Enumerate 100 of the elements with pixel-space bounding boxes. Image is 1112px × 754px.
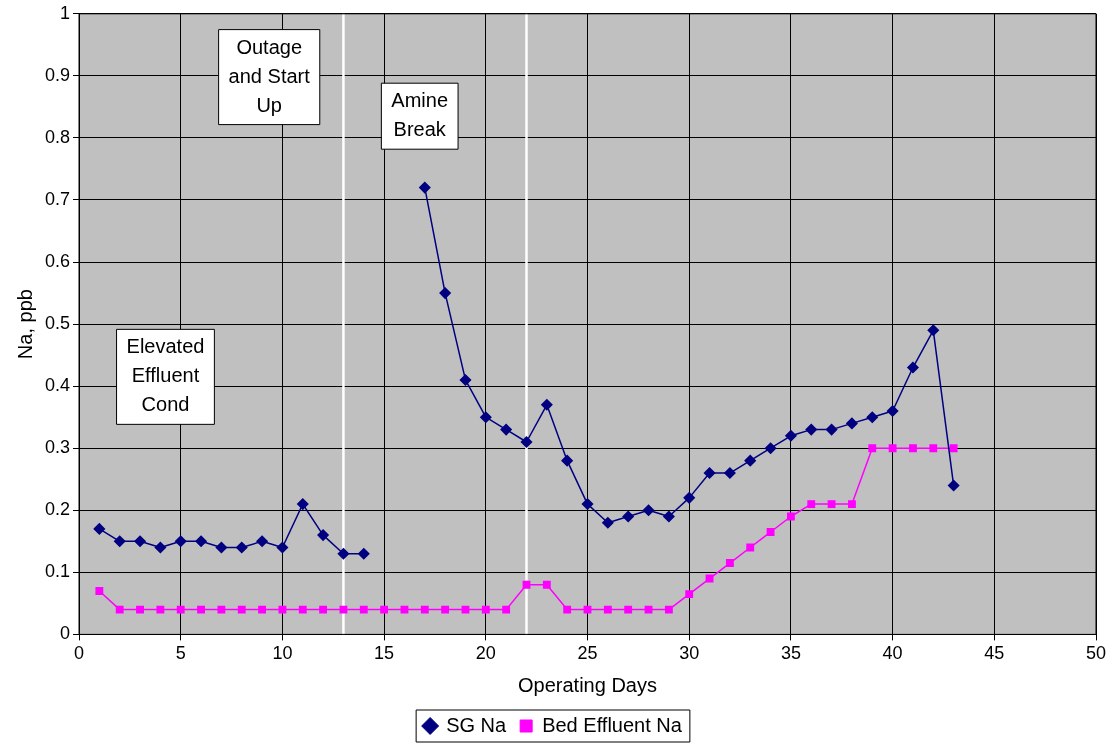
point	[744, 454, 756, 467]
point	[115, 605, 124, 614]
point	[725, 559, 734, 567]
point	[764, 442, 777, 454]
point	[217, 605, 226, 614]
point	[522, 580, 531, 589]
annotation: Elevated Effluent Cond	[126, 335, 205, 416]
point	[807, 500, 816, 509]
y-tick-label: 0.2	[44, 499, 71, 520]
point	[909, 444, 917, 453]
point	[154, 541, 167, 554]
y-tick-label: 0.7	[44, 188, 71, 209]
point	[561, 454, 573, 467]
point	[256, 535, 268, 548]
point	[642, 504, 655, 517]
point	[868, 444, 877, 453]
point	[664, 605, 673, 614]
point	[93, 523, 106, 535]
point	[400, 605, 409, 614]
point	[95, 587, 104, 595]
point	[541, 399, 553, 411]
point	[358, 547, 370, 560]
x-tick-label: 0	[74, 643, 85, 664]
point	[258, 605, 267, 614]
point	[583, 605, 592, 614]
y-tick-label: 0.3	[44, 437, 71, 458]
x-tick-label: 5	[175, 643, 186, 664]
point	[197, 605, 205, 614]
point	[461, 605, 470, 614]
point	[113, 535, 126, 548]
y-tick-label: 0.9	[44, 64, 71, 85]
y-tick-label: 0.6	[44, 251, 71, 272]
annotation: Outage and Start Up	[228, 35, 311, 116]
y-tick-label: 0.8	[44, 126, 71, 147]
point	[805, 423, 817, 436]
point	[886, 405, 899, 417]
point	[174, 535, 187, 548]
x-tick-label: 30	[679, 643, 700, 664]
point	[278, 605, 287, 614]
x-tick-label: 15	[374, 643, 395, 664]
point	[235, 541, 248, 554]
point	[500, 423, 512, 436]
point	[276, 541, 289, 554]
annotation: Amine Break	[391, 89, 449, 141]
y-tick-label: 0	[60, 623, 71, 644]
point	[929, 444, 938, 453]
x-tick-label: 10	[272, 643, 293, 664]
point	[703, 467, 716, 479]
point	[685, 590, 694, 598]
point	[663, 510, 675, 523]
point	[297, 498, 309, 510]
point	[520, 436, 533, 448]
x-tick-label: 45	[984, 643, 1005, 664]
point	[420, 605, 429, 614]
point	[136, 605, 144, 614]
point	[683, 492, 695, 504]
point	[317, 529, 329, 541]
point	[846, 417, 858, 430]
point	[724, 467, 736, 479]
x-tick-label: 50	[1085, 643, 1107, 664]
point	[339, 605, 348, 614]
point	[786, 512, 795, 521]
y-tick-label: 1	[60, 2, 71, 23]
y-tick-label: 0.4	[44, 375, 71, 396]
point	[337, 547, 350, 560]
point	[419, 181, 431, 194]
point	[847, 500, 856, 509]
point	[622, 510, 634, 523]
y-tick-label: 0.1	[44, 561, 71, 582]
point	[459, 374, 472, 386]
point	[359, 605, 368, 614]
point	[602, 516, 614, 529]
point	[785, 430, 797, 442]
x-tick-label: 20	[475, 643, 496, 664]
point	[134, 535, 146, 548]
point	[827, 500, 836, 509]
point	[927, 324, 940, 337]
x-tick-label: 25	[577, 643, 598, 664]
point	[624, 605, 633, 614]
point	[907, 361, 919, 374]
point	[949, 444, 958, 453]
point	[563, 605, 572, 614]
x-tick-label: 35	[780, 643, 801, 664]
point	[542, 580, 551, 589]
point	[441, 605, 450, 614]
point	[195, 535, 207, 548]
point	[502, 605, 511, 614]
point	[380, 605, 389, 614]
legend-label: SG Na	[446, 713, 508, 736]
point	[947, 479, 960, 492]
point	[746, 543, 755, 552]
legend-label: Bed Effluent Na	[542, 713, 683, 736]
point	[480, 411, 492, 423]
point	[644, 605, 653, 614]
y-axis-title: Na, ppb	[13, 289, 36, 360]
y-tick-label: 0.5	[44, 313, 71, 334]
point	[215, 541, 228, 554]
point	[319, 605, 328, 614]
point	[439, 287, 451, 299]
point	[298, 605, 307, 614]
